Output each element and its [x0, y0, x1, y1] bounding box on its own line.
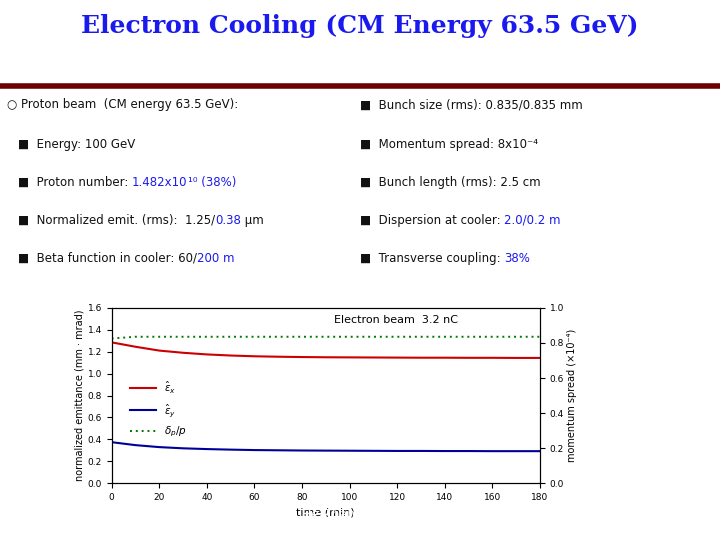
X-axis label: time (min): time (min)	[297, 508, 355, 517]
Text: 0.38: 0.38	[215, 214, 241, 227]
Text: ■  Energy: 100 GeV: ■ Energy: 100 GeV	[18, 138, 135, 151]
Text: ■  Momentum spread: 8x10⁻⁴: ■ Momentum spread: 8x10⁻⁴	[360, 138, 538, 151]
Text: ■  Proton number:: ■ Proton number:	[18, 176, 132, 189]
Y-axis label: normalized emittance (mm · mrad): normalized emittance (mm · mrad)	[75, 310, 85, 481]
Text: μm: μm	[241, 214, 264, 227]
Text: 38%: 38%	[505, 252, 530, 265]
Text: 1.482x10: 1.482x10	[132, 176, 188, 189]
Text: He Zhang: He Zhang	[302, 508, 364, 521]
Text: 200 m: 200 m	[197, 252, 235, 265]
Text: Electron Cooling (CM Energy 63.5 GeV): Electron Cooling (CM Energy 63.5 GeV)	[81, 14, 639, 38]
Text: ■  Dispersion at cooler:: ■ Dispersion at cooler:	[360, 214, 505, 227]
Text: ○ Proton beam  (CM energy 63.5 GeV):: ○ Proton beam (CM energy 63.5 GeV):	[7, 98, 238, 111]
Legend: $\hat{\varepsilon}_x$, $\hat{\varepsilon}_y$, $\delta_p/p$: $\hat{\varepsilon}_x$, $\hat{\varepsilon…	[125, 376, 191, 443]
Text: 2.0/0.2 m: 2.0/0.2 m	[505, 214, 561, 227]
Text: ■  Beta function in cooler: 60/: ■ Beta function in cooler: 60/	[18, 252, 197, 265]
Text: ---10---: ---10---	[504, 508, 547, 521]
Text: ■  Bunch length (rms): 2.5 cm: ■ Bunch length (rms): 2.5 cm	[360, 176, 541, 189]
Y-axis label: momentum spread (×10⁻⁴): momentum spread (×10⁻⁴)	[567, 329, 577, 462]
Text: ¹⁰ (38%): ¹⁰ (38%)	[188, 176, 236, 189]
Text: ■  Transverse coupling:: ■ Transverse coupling:	[360, 252, 505, 265]
Text: Electron beam  3.2 nC: Electron beam 3.2 nC	[334, 315, 459, 325]
Text: ■  Bunch size (rms): 0.835/0.835 mm: ■ Bunch size (rms): 0.835/0.835 mm	[360, 98, 582, 111]
Text: Jefferson Lab: Jefferson Lab	[593, 508, 675, 521]
Text: ■  Normalized emit. (rms):  1.25/: ■ Normalized emit. (rms): 1.25/	[18, 214, 215, 227]
